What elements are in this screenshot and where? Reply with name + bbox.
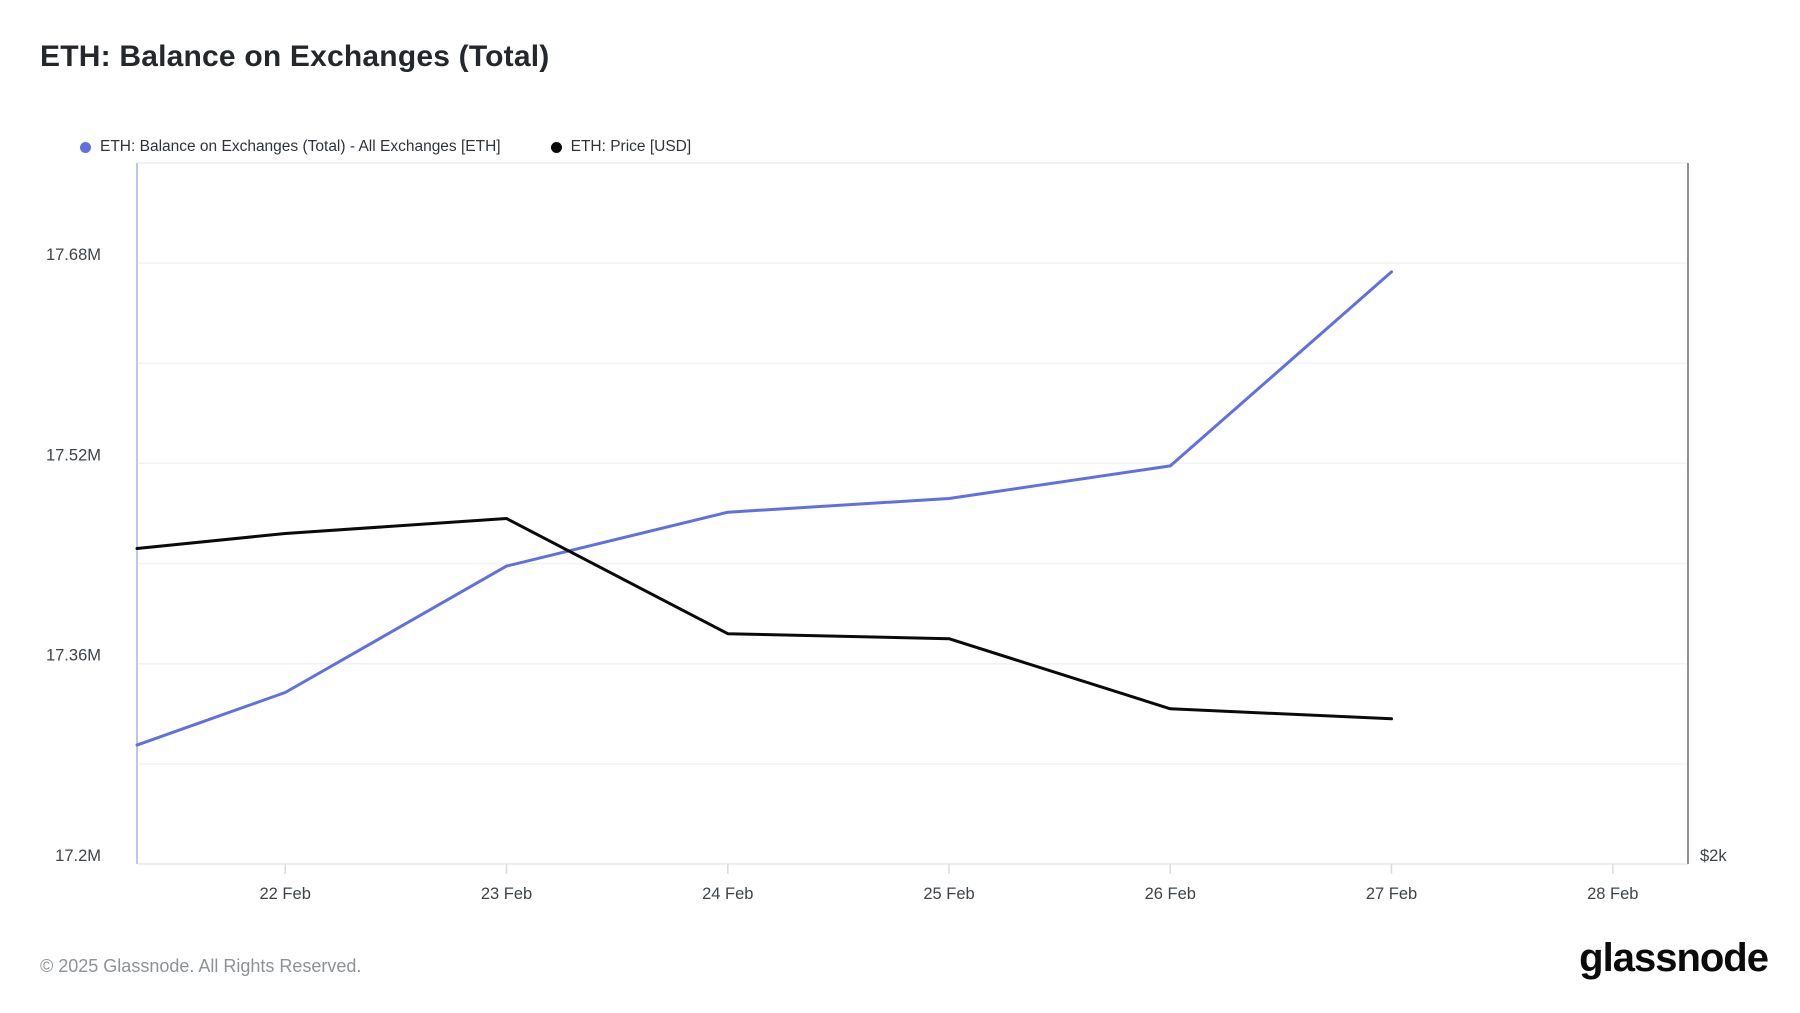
legend-dot-balance-icon (80, 141, 91, 153)
plot-area[interactable] (137, 163, 1688, 864)
y-axis-tick-label: 17.2M (55, 847, 101, 865)
x-axis-tick-label: 23 Feb (481, 885, 532, 903)
legend-label-balance: ETH: Balance on Exchanges (Total) - All … (100, 138, 501, 155)
legend-item-price[interactable]: ETH: Price [USD] (550, 138, 692, 156)
x-axis-tick-label: 26 Feb (1145, 885, 1196, 903)
y-axis-right-tick-label: $2k (1700, 847, 1727, 865)
x-axis-tick-label: 27 Feb (1366, 885, 1417, 903)
balance-line (135, 270, 1393, 747)
y-axis-tick-label: 17.36M (46, 647, 101, 665)
page-title: ETH: Balance on Exchanges (Total) (40, 40, 550, 73)
x-axis-tick-label: 28 Feb (1587, 885, 1638, 903)
glassnode-logo: glassnode (1579, 936, 1769, 980)
legend: ETH: Balance on Exchanges (Total) - All … (80, 138, 691, 156)
footer-copyright: © 2025 Glassnode. All Rights Reserved. (40, 956, 362, 976)
legend-item-balance[interactable]: ETH: Balance on Exchanges (Total) - All … (80, 138, 501, 156)
legend-label-price: ETH: Price [USD] (570, 138, 692, 155)
x-axis-tick-label: 25 Feb (923, 885, 974, 903)
y-axis-tick-label: 17.68M (46, 246, 101, 264)
x-axis-tick-label: 22 Feb (260, 885, 311, 903)
legend-dot-price-icon (550, 141, 562, 153)
y-axis-tick-label: 17.52M (46, 446, 101, 464)
x-axis-tick-label: 24 Feb (702, 885, 753, 903)
price-line (135, 517, 1393, 721)
